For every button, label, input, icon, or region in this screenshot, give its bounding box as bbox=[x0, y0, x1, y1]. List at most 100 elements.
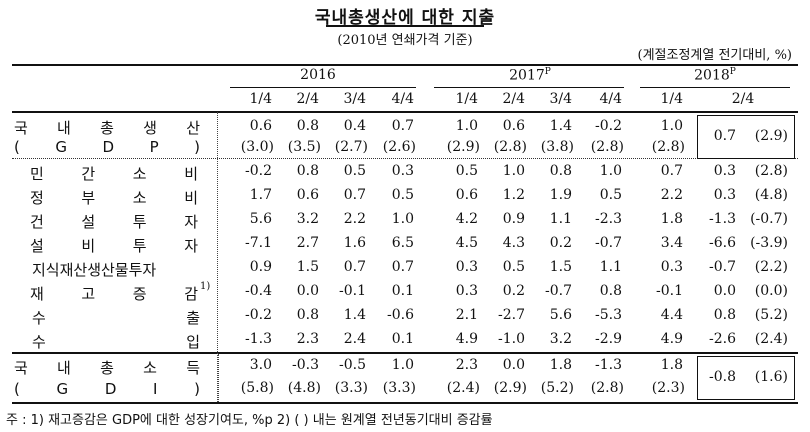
component-cell: 1.1 bbox=[599, 259, 622, 275]
quarter-header: 2/4 bbox=[502, 91, 525, 107]
component-cell: 1.5 bbox=[549, 259, 572, 275]
gdi-yoy-cell: (4.8) bbox=[287, 380, 321, 396]
component-label: 수 출 bbox=[32, 309, 200, 327]
component-cell: -0.2 bbox=[245, 307, 272, 323]
component-latest: 0.3 bbox=[713, 187, 736, 203]
component-cell: 4.4 bbox=[660, 307, 683, 323]
component-cell: 2.4 bbox=[343, 331, 366, 347]
component-cell: -1.3 bbox=[245, 331, 272, 347]
component-cell: 0.7 bbox=[343, 187, 366, 203]
component-cell: 5.6 bbox=[549, 307, 572, 323]
year-label: 2017 bbox=[509, 67, 545, 84]
component-latest-yoy: (0.0) bbox=[754, 283, 788, 299]
year-header: 2016 bbox=[268, 67, 368, 83]
quarter-header: 3/4 bbox=[549, 91, 572, 107]
component-cell: -0.1 bbox=[656, 283, 683, 299]
label-separator bbox=[217, 112, 218, 402]
component-cell: 0.9 bbox=[502, 211, 525, 227]
component-cell: 0.5 bbox=[502, 259, 525, 275]
gdp-sublabel: ( G D P ) bbox=[14, 138, 200, 156]
component-cell: 1.7 bbox=[249, 187, 272, 203]
gdi-yoy-cell: (3.3) bbox=[382, 380, 416, 396]
gdp-yoy-cell: (2.8) bbox=[493, 139, 527, 155]
component-latest: 0.3 bbox=[713, 163, 736, 179]
year-header: 2017P bbox=[480, 67, 580, 84]
gdp-latest-yoy: (2.9) bbox=[754, 128, 788, 144]
component-cell: 5.6 bbox=[249, 211, 272, 227]
gdp-label: 국 내 총 생 산 bbox=[14, 119, 200, 137]
component-cell: 0.8 bbox=[549, 163, 572, 179]
component-cell: 0.7 bbox=[391, 259, 414, 275]
component-label: 지식재산생산물투자 bbox=[32, 261, 157, 279]
component-cell: 1.5 bbox=[296, 259, 319, 275]
component-cell: 4.3 bbox=[502, 235, 525, 251]
component-cell: 1.2 bbox=[502, 187, 525, 203]
component-cell: 2.1 bbox=[455, 307, 478, 323]
component-cell: 0.0 bbox=[296, 283, 319, 299]
component-cell: 1.0 bbox=[599, 163, 622, 179]
gdp-yoy-cell: (3.8) bbox=[540, 139, 574, 155]
component-label: 정 부 소 비 bbox=[30, 189, 198, 207]
component-cell: -0.7 bbox=[545, 283, 572, 299]
gdi-growth-cell: -0.5 bbox=[339, 357, 366, 373]
component-cell: 1.6 bbox=[343, 235, 366, 251]
component-cell: -0.1 bbox=[339, 283, 366, 299]
component-latest-yoy: (2.8) bbox=[754, 163, 788, 179]
table-subtitle: (2010년 연쇄가격 기준) bbox=[337, 33, 473, 48]
component-latest-yoy: (2.2) bbox=[754, 259, 788, 275]
component-cell: 0.5 bbox=[455, 163, 478, 179]
gdi-growth-cell: 1.0 bbox=[391, 357, 414, 373]
component-cell: 1.1 bbox=[549, 211, 572, 227]
gdi-yoy-cell: (2.8) bbox=[590, 380, 624, 396]
component-cell: -0.4 bbox=[245, 283, 272, 299]
component-latest-yoy: (2.4) bbox=[754, 331, 788, 347]
component-latest-yoy: (-3.9) bbox=[750, 235, 788, 251]
gdi-growth-cell: -0.3 bbox=[292, 357, 319, 373]
component-latest: -2.6 bbox=[709, 331, 736, 347]
gdp-yoy-cell: (2.8) bbox=[590, 139, 624, 155]
component-cell: 0.2 bbox=[549, 235, 572, 251]
gdi-yoy-cell: (2.4) bbox=[446, 380, 480, 396]
component-cell: 0.5 bbox=[391, 187, 414, 203]
gdp-latest-growth: 0.7 bbox=[713, 128, 736, 144]
title-underline bbox=[326, 25, 484, 27]
quarter-header: 1/4 bbox=[249, 91, 272, 107]
gdp-yoy-cell: (2.8) bbox=[651, 139, 685, 155]
preliminary-mark: P bbox=[544, 67, 551, 77]
bottom-rule bbox=[12, 402, 798, 404]
year-underline bbox=[230, 87, 416, 88]
component-cell: 6.5 bbox=[391, 235, 414, 251]
gdi-yoy-cell: (5.8) bbox=[240, 380, 274, 396]
gdi-latest-growth: -0.8 bbox=[709, 369, 736, 385]
component-cell: -2.9 bbox=[595, 331, 622, 347]
gdi-sublabel: ( G D I ) bbox=[14, 380, 200, 398]
component-cell: 4.5 bbox=[455, 235, 478, 251]
component-cell: 0.3 bbox=[455, 259, 478, 275]
component-label: 건 설 투 자 bbox=[30, 213, 198, 231]
component-cell: 4.9 bbox=[660, 331, 683, 347]
component-cell: -2.3 bbox=[595, 211, 622, 227]
component-cell: 0.9 bbox=[249, 259, 272, 275]
gdi-growth-cell: 1.8 bbox=[660, 357, 683, 373]
gdp-growth-cell: 1.0 bbox=[455, 118, 478, 134]
component-cell: 0.3 bbox=[391, 163, 414, 179]
gdp-growth-cell: -0.2 bbox=[595, 118, 622, 134]
gdi-growth-cell: -1.3 bbox=[595, 357, 622, 373]
quarter-header: 2/4 bbox=[296, 91, 319, 107]
footnote-marker: 1) bbox=[200, 281, 211, 292]
component-latest-yoy: (-0.7) bbox=[750, 211, 788, 227]
component-cell: 0.6 bbox=[455, 187, 478, 203]
component-cell: 0.7 bbox=[343, 259, 366, 275]
gdi-yoy-cell: (3.3) bbox=[334, 380, 368, 396]
gdi-latest-yoy: (1.6) bbox=[754, 369, 788, 385]
component-label: 수 입 bbox=[32, 333, 200, 351]
gdp-yoy-cell: (3.0) bbox=[240, 139, 274, 155]
component-cell: 4.9 bbox=[455, 331, 478, 347]
gdp-growth-cell: 0.4 bbox=[343, 118, 366, 134]
component-cell: -0.6 bbox=[387, 307, 414, 323]
component-latest: 0.0 bbox=[713, 283, 736, 299]
component-cell: 3.2 bbox=[549, 331, 572, 347]
gdi-label: 국 내 총 소 득 bbox=[14, 359, 200, 377]
gdp-yoy-cell: (2.6) bbox=[382, 139, 416, 155]
gdp-growth-cell: 1.4 bbox=[549, 118, 572, 134]
